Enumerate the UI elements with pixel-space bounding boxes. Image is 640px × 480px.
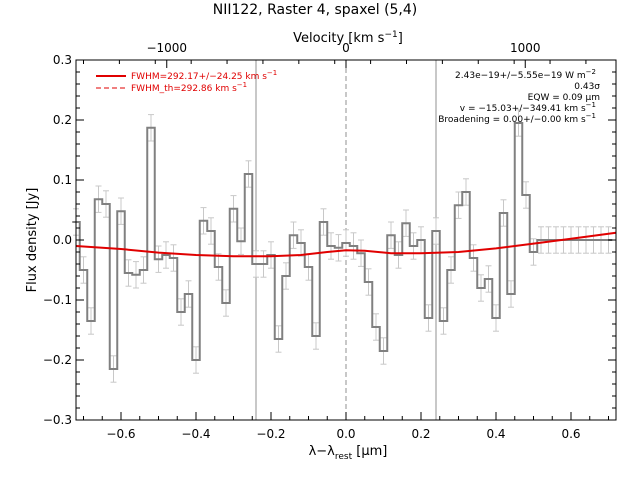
legend-label-0: FWHM=292.17+/−24.25 km s−1 xyxy=(131,69,277,82)
y-tick-label-5: 0.2 xyxy=(53,113,72,127)
y-tick-label-1: −0.2 xyxy=(43,353,72,367)
y-axis-label: Flux density [Jy] xyxy=(25,188,40,293)
annotation-3: v = −15.03+/−349.41 km s−1 xyxy=(460,101,596,114)
x-tick-label-1: −0.4 xyxy=(181,427,210,441)
plot-layer: −0.6 −0.4 −0.2 0.0 0.2 0.4 0.6 −0.3 −0.2 −0.1 0.0 0… xyxy=(43,41,617,441)
top-axis-label: Velocity [km s−1] xyxy=(293,30,403,46)
annotation-2: EQW = 0.09 μm xyxy=(528,93,600,103)
top-tick-label-1: 0 xyxy=(342,41,350,55)
y-tick-label-2: −0.1 xyxy=(43,293,72,307)
x-axis-label: λ−λrest [μm] xyxy=(309,444,388,462)
x-tick-label-4: 0.2 xyxy=(411,427,430,441)
x-tick-label-3: 0.0 xyxy=(336,427,355,441)
annotation-0: 2.43e−19+/−5.55e−19 W m−2 xyxy=(455,68,596,81)
legend: FWHM=292.17+/−24.25 km s−1FWHM_th=292.86… xyxy=(96,69,277,94)
x-tick-label-5: 0.4 xyxy=(486,427,505,441)
legend-label-1: FWHM_th=292.86 km s−1 xyxy=(131,81,247,94)
top-tick-label-2: 1000 xyxy=(510,41,541,55)
y-tick-label-4: 0.1 xyxy=(53,173,72,187)
x-tick-label-2: −0.2 xyxy=(256,427,285,441)
annotation-1: 0.43σ xyxy=(574,82,600,92)
x-tick-label-0: −0.6 xyxy=(106,427,135,441)
x-tick-label-6: 0.6 xyxy=(561,427,580,441)
fit-line xyxy=(75,231,617,258)
annotation-4: Broadening = 0.00+/−0.00 km s−1 xyxy=(438,112,596,125)
y-tick-label-0: −0.3 xyxy=(43,413,72,427)
chart-title: NII122, Raster 4, spaxel (5,4) xyxy=(213,2,418,18)
flux-step-line xyxy=(72,122,613,370)
y-tick-label-6: 0.3 xyxy=(53,53,72,67)
top-tick-label-0: −1000 xyxy=(146,41,187,55)
y-tick-label-3: 0.0 xyxy=(53,233,72,247)
